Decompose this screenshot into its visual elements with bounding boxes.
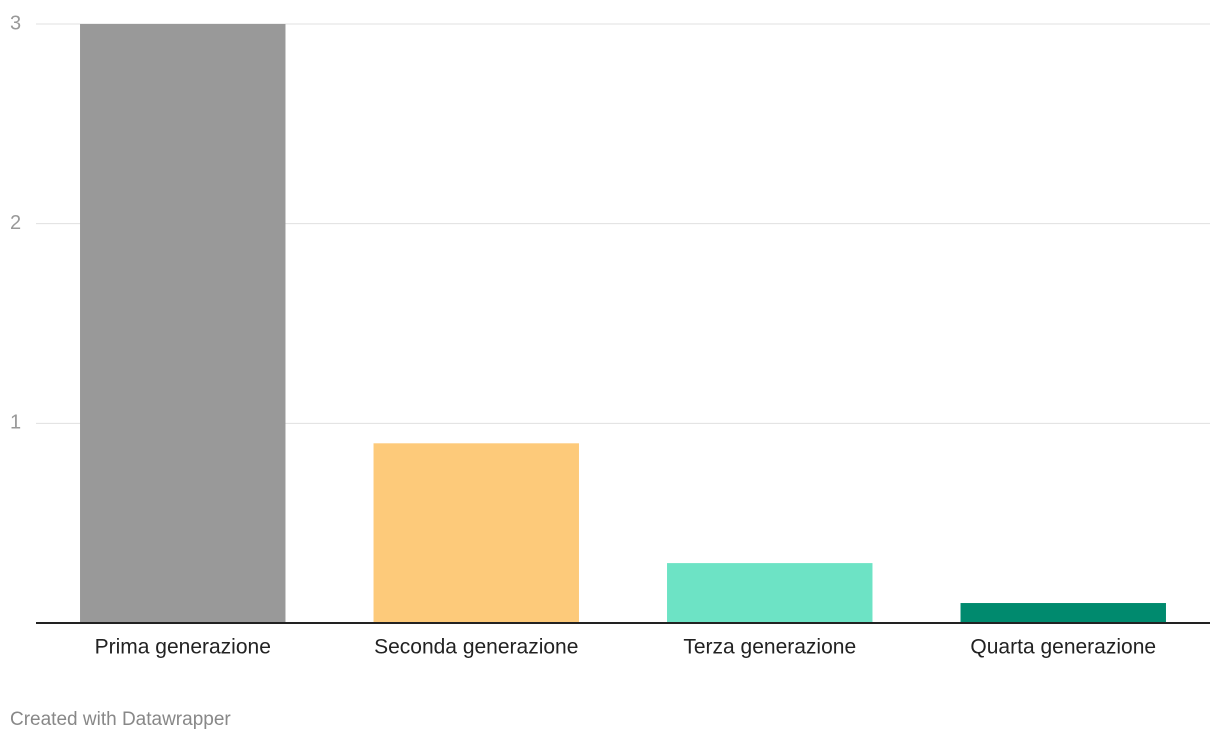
x-tick-label: Terza generazione (683, 636, 856, 659)
x-tick-label: Quarta generazione (970, 636, 1156, 659)
y-tick-label: 2 (10, 212, 21, 234)
y-tick-label: 3 (10, 12, 21, 34)
x-tick-label: Seconda generazione (374, 636, 578, 659)
credit: Created with Datawrapper (10, 709, 231, 730)
bar (373, 443, 579, 623)
x-tick-label: Prima generazione (95, 636, 271, 659)
bar (667, 563, 873, 623)
bar (960, 603, 1166, 623)
y-tick-label: 1 (10, 412, 21, 434)
bar (80, 24, 286, 623)
